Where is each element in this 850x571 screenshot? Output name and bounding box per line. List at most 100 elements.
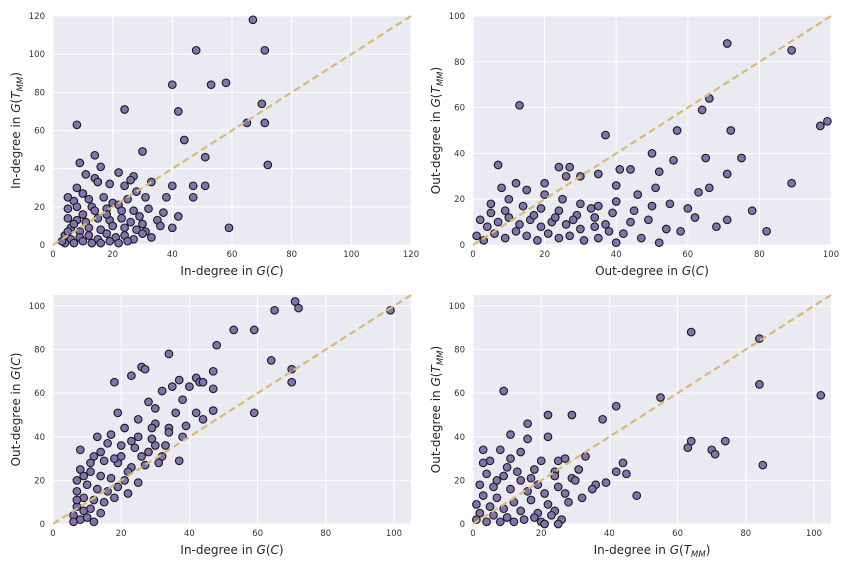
data-point: [554, 162, 564, 172]
data-point: [133, 414, 143, 424]
data-point: [103, 438, 112, 448]
data-point: [686, 436, 696, 446]
data-point: [644, 215, 653, 225]
data-point: [167, 181, 177, 191]
x-tick-label: 100: [386, 529, 402, 539]
data-point: [495, 445, 505, 455]
y-tick-label: 0: [460, 520, 465, 530]
y-tick-label: 100: [29, 302, 45, 312]
data-point: [504, 213, 514, 222]
data-point: [720, 436, 730, 446]
data-point: [105, 179, 115, 189]
data-point: [816, 390, 826, 400]
data-point: [576, 199, 585, 209]
data-point: [500, 206, 510, 216]
data-point: [164, 349, 174, 359]
scatter-panel-1: 0 20 40 60 80 100 120 0 20 40 60 80 100 120 In-degree …: [9, 12, 419, 278]
data-point: [110, 493, 119, 503]
data-point: [208, 366, 218, 376]
data-point: [147, 423, 157, 433]
x-axis-label: In-degree in G(TMM): [594, 543, 711, 560]
data-point: [509, 517, 519, 527]
data-point: [249, 408, 259, 418]
data-point: [493, 160, 503, 170]
x-tick-label: 60: [252, 529, 263, 539]
data-point: [224, 223, 234, 233]
x-tick-label: 40: [604, 529, 615, 539]
data-point: [636, 233, 646, 243]
y-tick-label: 40: [454, 433, 465, 443]
x-tick-label: 40: [611, 250, 622, 260]
data-point: [554, 206, 564, 216]
data-point: [516, 506, 526, 516]
data-point: [93, 177, 103, 187]
scatter-panel-2: 0 20 40 60 80 100 0 20 40 60 80 100 Out-degree in G(…: [429, 12, 839, 278]
x-tick-label: 100: [806, 529, 822, 539]
x-tick-label: 20: [536, 529, 547, 539]
data-point: [526, 473, 536, 483]
data-point: [89, 517, 99, 527]
y-axis-label: In-degree in G(TMM): [9, 72, 26, 189]
data-point: [758, 460, 768, 470]
x-tick-label: 20: [539, 250, 550, 260]
data-point: [676, 226, 685, 236]
data-point: [815, 121, 825, 131]
data-point: [504, 194, 514, 204]
identity-line: [52, 15, 412, 246]
data-point: [96, 238, 106, 248]
y-tick-label: 120: [29, 12, 45, 22]
data-point: [78, 210, 88, 219]
data-point: [72, 486, 82, 496]
y-tick-label: 0: [40, 241, 45, 251]
data-point: [82, 480, 92, 490]
data-point: [144, 204, 153, 214]
data-point: [579, 236, 589, 245]
data-point: [191, 45, 201, 55]
data-point: [669, 155, 678, 165]
data-point: [611, 401, 621, 411]
data-point: [611, 238, 621, 248]
data-point: [478, 491, 488, 500]
data-point: [567, 410, 577, 420]
data-point: [92, 484, 102, 494]
data-point: [270, 305, 279, 315]
data-point: [647, 201, 657, 211]
x-tick-label: 60: [672, 529, 683, 539]
x-tick-label: 0: [50, 250, 55, 260]
data-point: [96, 162, 106, 172]
data-point: [482, 517, 491, 527]
data-point: [260, 118, 270, 128]
data-point: [619, 229, 628, 238]
data-point: [622, 469, 631, 479]
x-tick-label: 0: [470, 529, 475, 539]
data-point: [533, 236, 542, 245]
data-point: [173, 212, 183, 221]
x-tick-label: 80: [740, 529, 751, 539]
data-point: [130, 443, 140, 453]
data-point: [212, 340, 222, 350]
data-point: [99, 192, 109, 202]
data-point: [547, 510, 556, 520]
data-point: [287, 377, 297, 387]
data-point: [84, 231, 94, 240]
data-point: [133, 432, 143, 442]
data-point: [174, 456, 184, 466]
data-point: [506, 430, 515, 439]
data-point: [651, 183, 660, 193]
data-point: [543, 432, 553, 442]
data-point: [529, 210, 539, 220]
identity-line: [52, 294, 412, 525]
y-tick-label: 0: [40, 520, 45, 530]
data-point: [105, 236, 115, 246]
data-point: [479, 236, 489, 245]
data-point: [144, 397, 153, 407]
y-tick-label: 20: [34, 203, 45, 213]
data-point: [656, 393, 665, 402]
data-point: [106, 473, 116, 483]
y-tick-label: 80: [34, 88, 45, 98]
data-point: [654, 167, 664, 177]
data-point: [482, 222, 492, 232]
data-point: [63, 213, 73, 223]
data-point: [478, 458, 488, 468]
data-point: [654, 238, 664, 248]
